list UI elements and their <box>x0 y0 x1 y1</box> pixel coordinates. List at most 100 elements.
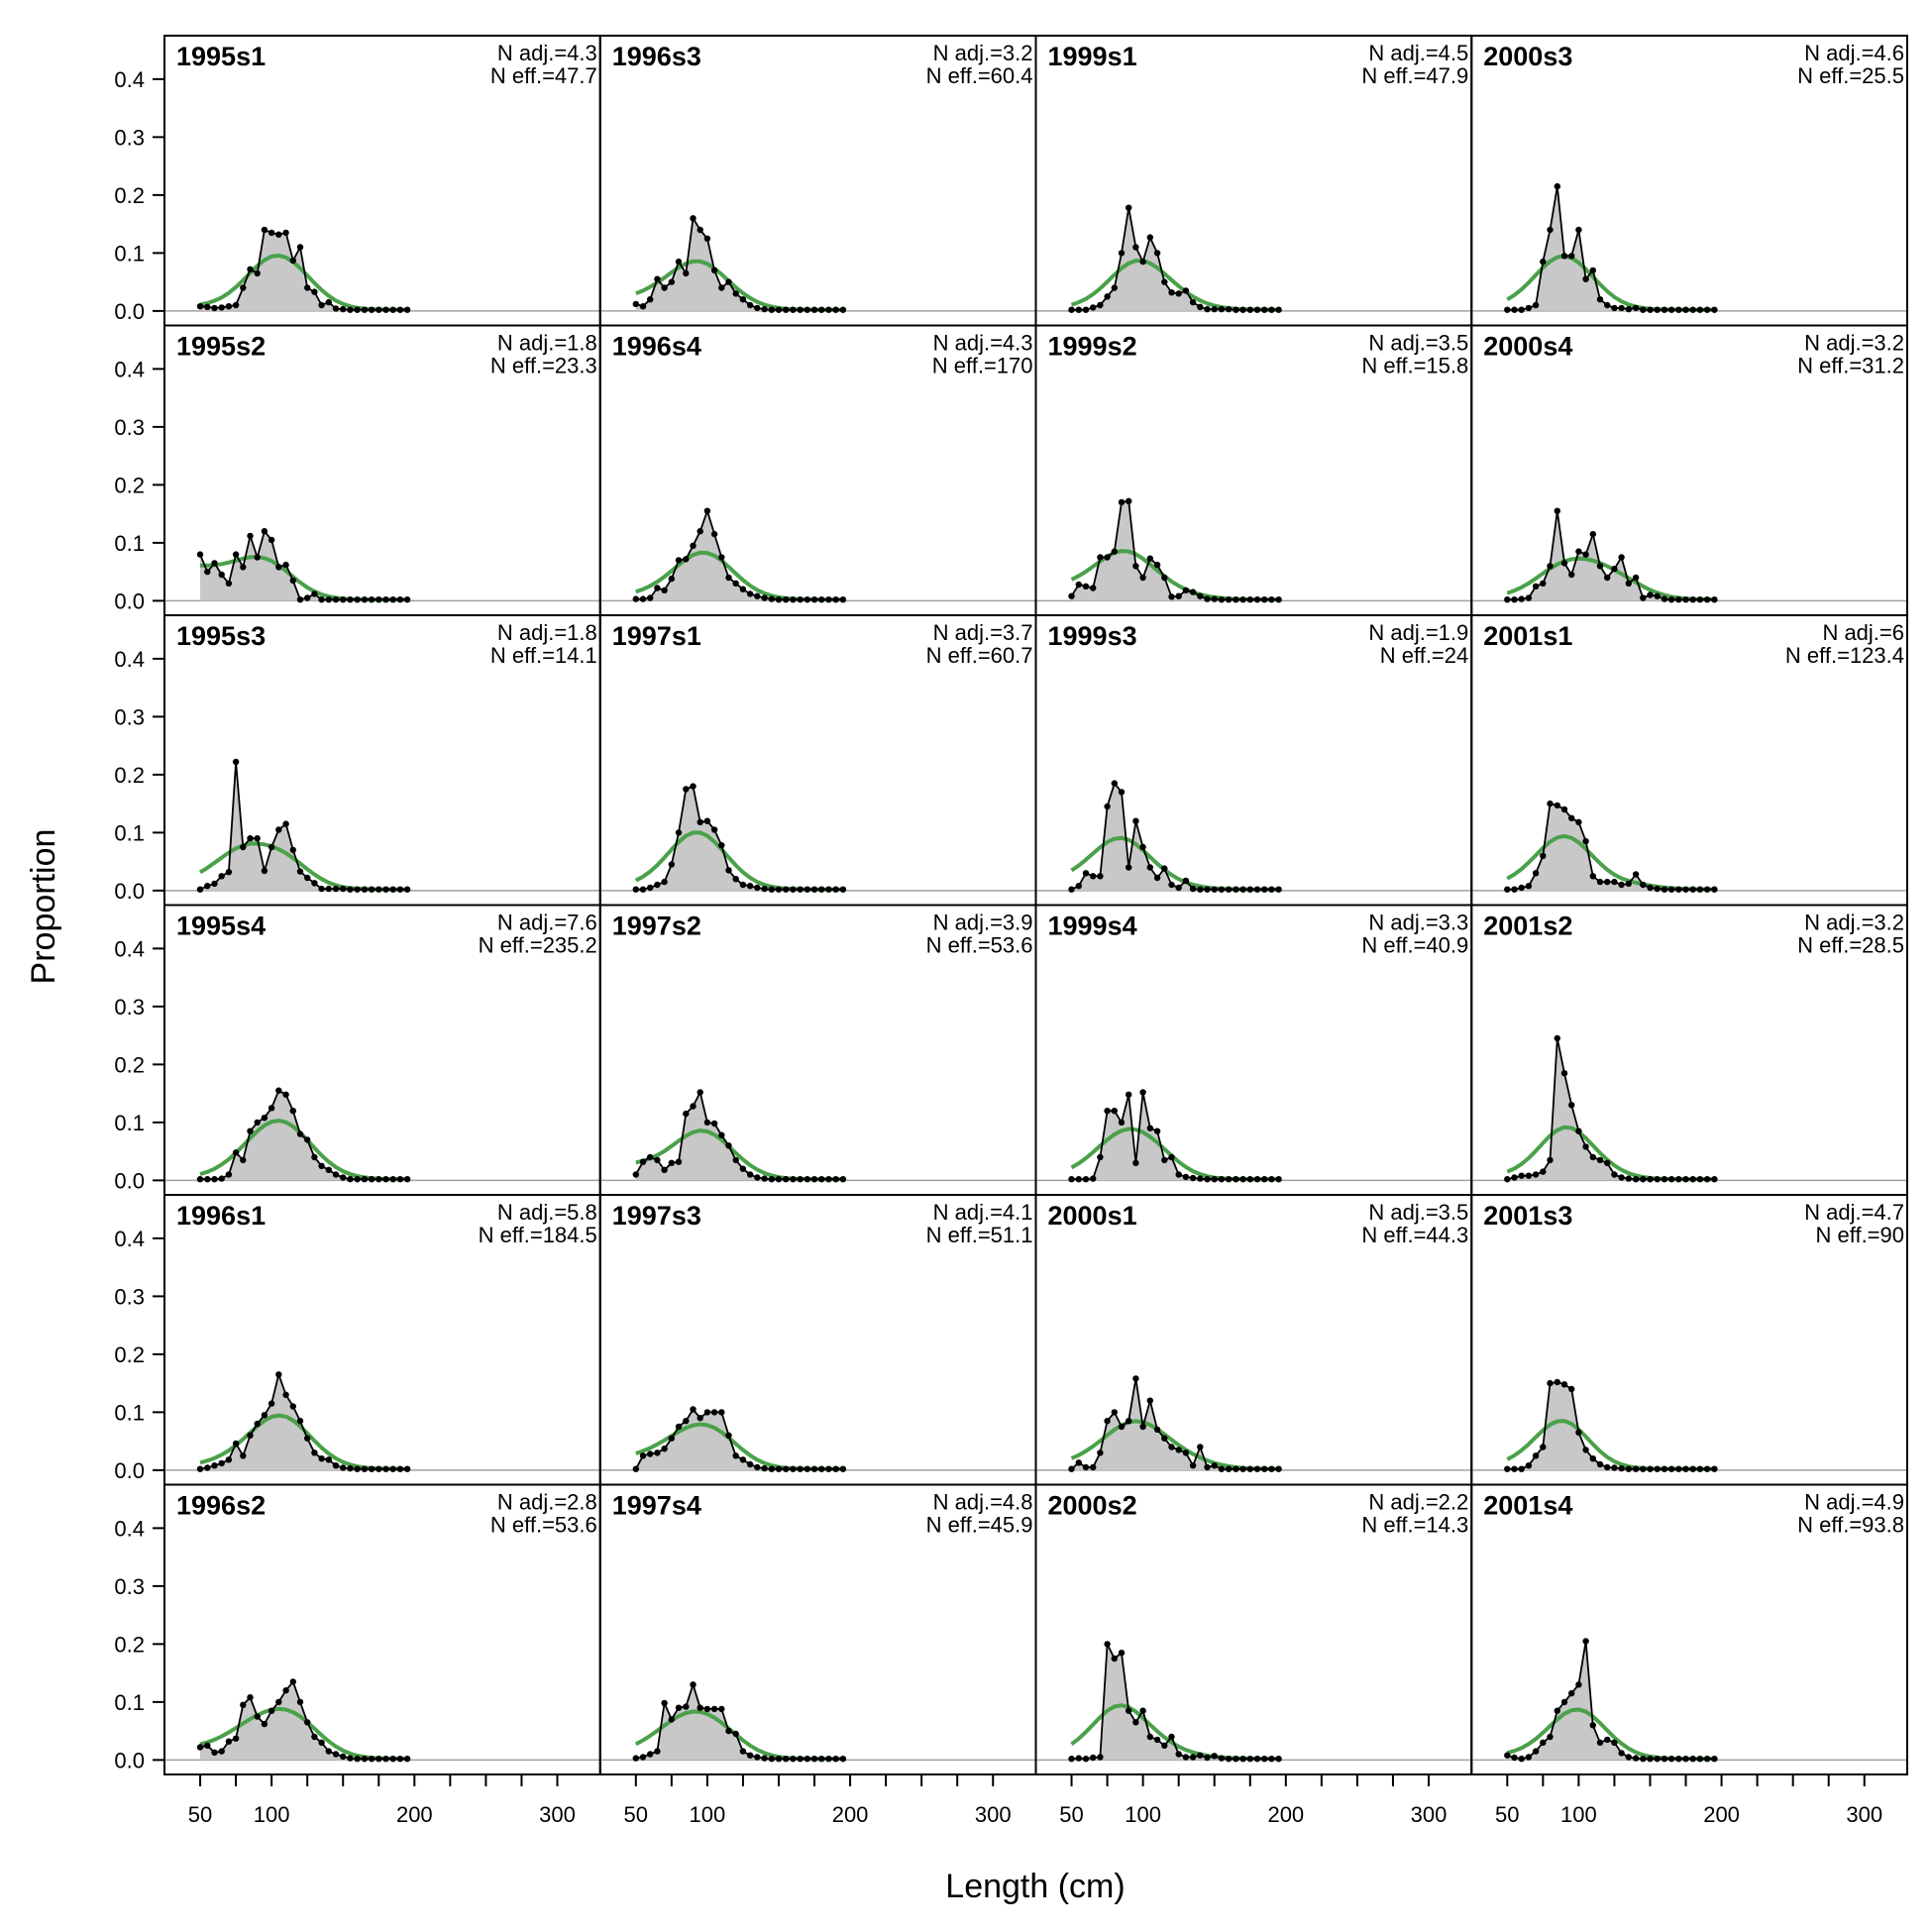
observed-point <box>1225 886 1233 893</box>
n-eff-label: N eff.=53.6 <box>926 933 1033 958</box>
observed-point <box>1611 304 1618 312</box>
observed-point <box>325 885 332 893</box>
observed-point <box>1640 1756 1647 1763</box>
observed-point <box>825 1756 832 1763</box>
observed-point <box>654 881 661 889</box>
observed-point <box>1532 1748 1540 1755</box>
observed-point <box>1654 1756 1661 1763</box>
observed-point <box>1175 290 1182 297</box>
n-eff-label: N eff.=90 <box>1816 1223 1905 1247</box>
observed-point <box>311 288 318 295</box>
observed-point <box>790 1756 797 1763</box>
observed-point <box>1153 250 1161 257</box>
observed-point <box>1182 287 1190 294</box>
observed-point <box>1118 1650 1126 1657</box>
observed-point <box>797 1756 804 1763</box>
observed-point <box>1197 303 1204 310</box>
observed-point <box>296 1418 304 1425</box>
observed-point <box>832 596 839 603</box>
observed-point <box>1068 1756 1075 1763</box>
observed-point <box>1504 596 1511 603</box>
observed-point <box>1090 873 1097 880</box>
observed-point <box>790 1465 797 1472</box>
observed-point <box>347 1755 354 1762</box>
observed-point <box>1575 226 1582 234</box>
observed-point <box>1068 592 1075 599</box>
observed-point <box>1097 301 1104 309</box>
observed-point <box>332 596 340 603</box>
observed-point <box>361 1756 369 1763</box>
observed-point <box>710 267 718 274</box>
observed-point <box>718 284 725 291</box>
observed-point <box>1667 1176 1675 1183</box>
observed-point <box>1253 596 1261 603</box>
n-eff-label: N eff.=28.5 <box>1797 933 1904 958</box>
y-tick-label: 0.3 <box>114 415 145 440</box>
observed-point <box>1589 267 1597 274</box>
n-adj-label: N adj.=3.7 <box>933 620 1033 645</box>
observed-point <box>1632 871 1640 878</box>
observed-point <box>1153 1426 1161 1434</box>
observed-area <box>635 218 843 311</box>
x-tick-label: 50 <box>624 1802 648 1827</box>
n-eff-label: N eff.=15.8 <box>1361 354 1468 378</box>
observed-point <box>289 577 296 585</box>
observed-point <box>368 306 376 313</box>
observed-point <box>703 235 711 242</box>
observed-point <box>1582 551 1589 558</box>
observed-point <box>1189 1174 1197 1182</box>
observed-point <box>825 306 832 313</box>
observed-point <box>768 886 775 893</box>
observed-point <box>1268 1756 1275 1763</box>
observed-point <box>403 1756 411 1763</box>
observed-point <box>1518 1465 1525 1472</box>
observed-point <box>761 1755 768 1762</box>
observed-point <box>240 564 247 571</box>
observed-point <box>354 1465 361 1472</box>
observed-point <box>1667 306 1675 313</box>
observed-point <box>1582 837 1589 845</box>
observed-point <box>1667 596 1675 603</box>
observed-point <box>697 818 703 825</box>
observed-point <box>1268 1465 1275 1472</box>
observed-point <box>368 596 376 603</box>
observed-point <box>1540 258 1547 266</box>
observed-point <box>332 305 340 312</box>
observed-point <box>632 1465 639 1472</box>
observed-point <box>1511 1465 1518 1472</box>
observed-point <box>754 592 761 599</box>
observed-point <box>1540 1168 1547 1175</box>
observed-point <box>1575 548 1582 555</box>
y-tick-label: 0.4 <box>114 647 145 672</box>
observed-point <box>1139 258 1146 266</box>
observed-point <box>1647 1176 1654 1183</box>
y-tick-label: 0.1 <box>114 1400 145 1425</box>
observed-point <box>1097 1153 1104 1161</box>
observed-point <box>1596 1460 1604 1468</box>
observed-point <box>647 1751 654 1758</box>
observed-point <box>261 1720 268 1728</box>
observed-point <box>1596 563 1604 570</box>
observed-point <box>675 1423 683 1431</box>
observed-point <box>1604 1159 1611 1167</box>
observed-point <box>839 1756 847 1763</box>
observed-point <box>218 1748 225 1755</box>
observed-point <box>839 306 847 313</box>
observed-point <box>761 305 768 313</box>
observed-point <box>1261 596 1268 603</box>
observed-point <box>196 1744 204 1751</box>
observed-point <box>261 867 268 875</box>
observed-point <box>703 1409 711 1416</box>
observed-point <box>240 1701 247 1709</box>
n-eff-label: N eff.=47.7 <box>490 63 597 88</box>
observed-point <box>1625 880 1633 888</box>
observed-point <box>1082 870 1090 877</box>
observed-point <box>1132 1375 1139 1382</box>
observed-point <box>1068 1176 1075 1183</box>
observed-point <box>732 876 739 883</box>
observed-point <box>632 1171 639 1178</box>
panel-1996s2: 1996s2 N adj.=2.8N eff.=53.6 <box>163 1483 601 1775</box>
observed-point <box>1132 244 1139 251</box>
observed-point <box>396 1176 404 1183</box>
panel-title: 2001s3 <box>1483 1201 1572 1231</box>
